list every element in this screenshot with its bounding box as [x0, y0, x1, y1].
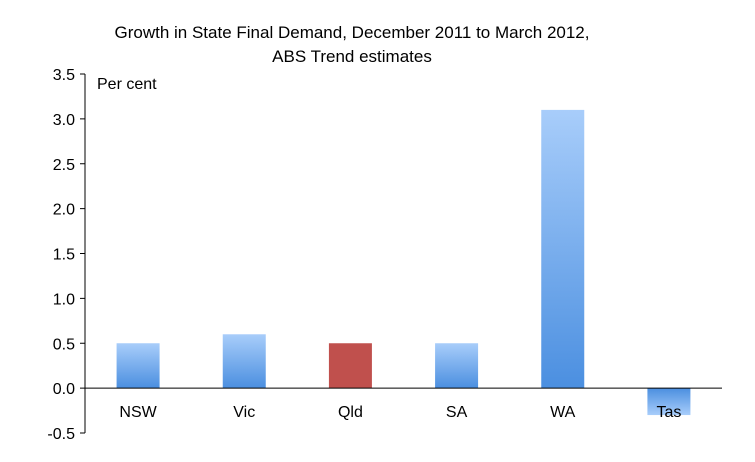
x-category-label-tas: Tas — [656, 404, 681, 421]
y-tick-label: 0.5 — [53, 336, 75, 353]
y-tick-label: -0.5 — [47, 426, 75, 443]
x-category-label-sa: SA — [446, 404, 468, 421]
y-tick-label: 2.0 — [53, 202, 75, 219]
chart-title-line-1: Growth in State Final Demand, December 2… — [115, 23, 590, 42]
y-axis-unit-label: Per cent — [97, 76, 157, 93]
y-tick-label: 0.0 — [53, 381, 75, 398]
y-tick-label: 1.0 — [53, 291, 75, 308]
bar-qld — [328, 343, 372, 389]
y-axis-tick-labels: 3.5 3.0 2.5 2.0 1.5 1.0 0.5 0.0 -0.5 — [47, 67, 85, 443]
y-tick-label: 1.5 — [53, 247, 75, 264]
y-tick-label: 3.0 — [53, 112, 75, 129]
x-category-label-vic: Vic — [233, 404, 255, 421]
bar-wa — [541, 109, 585, 389]
chart-title-line-2: ABS Trend estimates — [272, 47, 432, 66]
x-category-label-nsw: NSW — [119, 404, 157, 421]
x-category-label-wa: WA — [550, 404, 576, 421]
chart-title: Growth in State Final Demand, December 2… — [115, 23, 590, 66]
bar-nsw — [116, 343, 160, 389]
bar-vic — [222, 334, 266, 389]
y-tick-label: 3.5 — [53, 67, 75, 84]
bars — [116, 109, 691, 416]
x-axis-category-labels: NSW Vic Qld SA WA Tas — [119, 404, 681, 421]
bar-sa — [435, 343, 479, 389]
y-tick-label: 2.5 — [53, 157, 75, 174]
x-category-label-qld: Qld — [338, 404, 363, 421]
bar-tas — [647, 388, 691, 416]
